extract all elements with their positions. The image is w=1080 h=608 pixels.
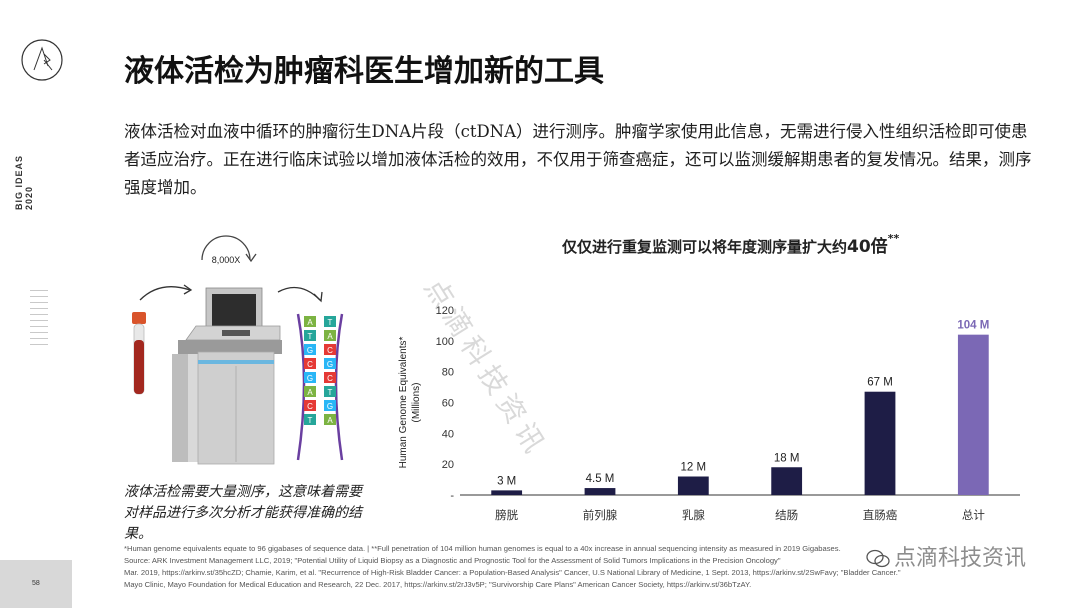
bar-data-label: 18 M — [774, 452, 800, 464]
left-arrow-icon — [139, 286, 191, 301]
dna-base — [324, 400, 336, 411]
dna-base-label: C — [327, 374, 333, 383]
dna-base — [304, 386, 316, 397]
page-number: 58 — [32, 580, 40, 587]
dna-base-label: A — [327, 416, 333, 425]
right-arrow-icon — [277, 286, 321, 301]
bar-data-label: 104 M — [957, 320, 989, 332]
dna-base-label: A — [307, 388, 313, 397]
dna-base — [324, 344, 336, 355]
dna-base — [324, 386, 336, 397]
dna-base-label: A — [307, 318, 313, 327]
dna-base — [304, 372, 316, 383]
dna-base — [304, 358, 316, 369]
bar — [491, 490, 523, 495]
bar-data-label: 4.5 M — [586, 473, 615, 485]
y-tick-label: 120 — [436, 305, 454, 317]
dna-base-label: A — [327, 332, 333, 341]
bar — [584, 488, 616, 495]
dna-base-label: C — [307, 402, 313, 411]
sequencer-machine-icon — [172, 287, 282, 465]
dna-base-label: C — [307, 360, 313, 369]
bar — [864, 391, 896, 495]
repeat-arrow-icon — [201, 235, 257, 263]
page-number-box: 58 — [0, 560, 72, 608]
x-tick-label: 结肠 — [775, 508, 798, 522]
watermark-corner: 点滴科技资讯 — [866, 540, 1026, 572]
y-tick-label: - — [450, 490, 454, 502]
bar — [771, 467, 803, 495]
wechat-icon — [866, 549, 890, 568]
dna-base — [324, 372, 336, 383]
x-tick-label: 总计 — [962, 508, 985, 522]
dna-base — [324, 330, 336, 341]
sequencing-bar-chart: Human Genome Equivalents* (Millions) - 20 40… — [398, 305, 1020, 522]
dna-base — [304, 316, 316, 327]
bar-data-label: 67 M — [867, 377, 893, 389]
x-tick-label: 膀胱 — [495, 508, 518, 522]
dna-base-label: T — [308, 332, 313, 341]
x-tick-label: 直肠癌 — [863, 508, 898, 522]
dna-base-label: T — [328, 318, 333, 327]
dna-base-label: G — [307, 346, 313, 355]
dna-base-label: T — [328, 388, 333, 397]
dna-base — [324, 358, 336, 369]
dna-base — [304, 400, 316, 411]
dna-base — [304, 414, 316, 425]
bar — [677, 476, 709, 495]
chart-title: 仅仅进行重复监测可以将年度测序量扩大约40倍** — [562, 232, 900, 257]
dna-base — [324, 316, 336, 327]
dna-base-label: T — [308, 416, 313, 425]
y-tick-label: 20 — [442, 459, 454, 471]
bar-data-label: 3 M — [497, 475, 516, 487]
footnote-line: Mar. 2019, https://arkinv.st/35hcZD; Cha… — [124, 568, 901, 577]
footnote-line: Source: ARK Investment Management LLC, 2… — [124, 556, 781, 565]
footnote-line: *Human genome equivalents equate to 96 g… — [124, 544, 841, 553]
dna-base — [304, 330, 316, 341]
footnotes: *Human genome equivalents equate to 96 g… — [124, 543, 1044, 591]
multiplier-label: 8,000X — [212, 255, 241, 265]
y-tick-label: 40 — [442, 428, 454, 440]
x-tick-label: 前列腺 — [583, 508, 618, 522]
y-tick-label: 100 — [436, 336, 454, 348]
y-axis-label: Human Genome Equivalents* (Millions) — [398, 337, 422, 469]
bar — [957, 334, 989, 495]
blood-tube-icon — [132, 312, 146, 395]
illustration-caption: 液体活检需要大量测序，这意味着需要对样品进行多次分析才能获得准确的结果。 — [124, 484, 362, 542]
sequencing-illustration: 8,000X A TT AG CC GG CA TC GT A — [132, 235, 344, 465]
dna-base-label: C — [327, 346, 333, 355]
bar-data-label: 12 M — [681, 462, 707, 474]
dna-base-label: G — [307, 374, 313, 383]
intro-paragraph: 液体活检对血液中循环的肿瘤衍生DNA片段（ctDNA）进行测序。肿瘤学家使用此信… — [124, 122, 1032, 197]
dna-base-label: G — [327, 402, 333, 411]
x-tick-label: 乳腺 — [682, 508, 705, 522]
dna-base — [324, 414, 336, 425]
ark-logo-icon — [21, 39, 63, 81]
page-title: 液体活检为肿瘤科医生增加新的工具 — [124, 54, 604, 89]
dna-base — [304, 344, 316, 355]
footnote-line: Mayo Clinic, Mayo Foundation for Medical… — [124, 580, 752, 589]
dna-strand-icon: A TT AG CC GG CA TC GT A — [296, 313, 344, 461]
big-ideas-label: BIG IDEAS 2020 — [14, 154, 34, 210]
dna-base-label: G — [327, 360, 333, 369]
y-tick-label: 80 — [442, 367, 454, 379]
decorative-lines — [30, 290, 48, 350]
y-tick-label: 60 — [442, 398, 454, 410]
left-rail: BIG IDEAS 2020 58 — [0, 0, 72, 608]
